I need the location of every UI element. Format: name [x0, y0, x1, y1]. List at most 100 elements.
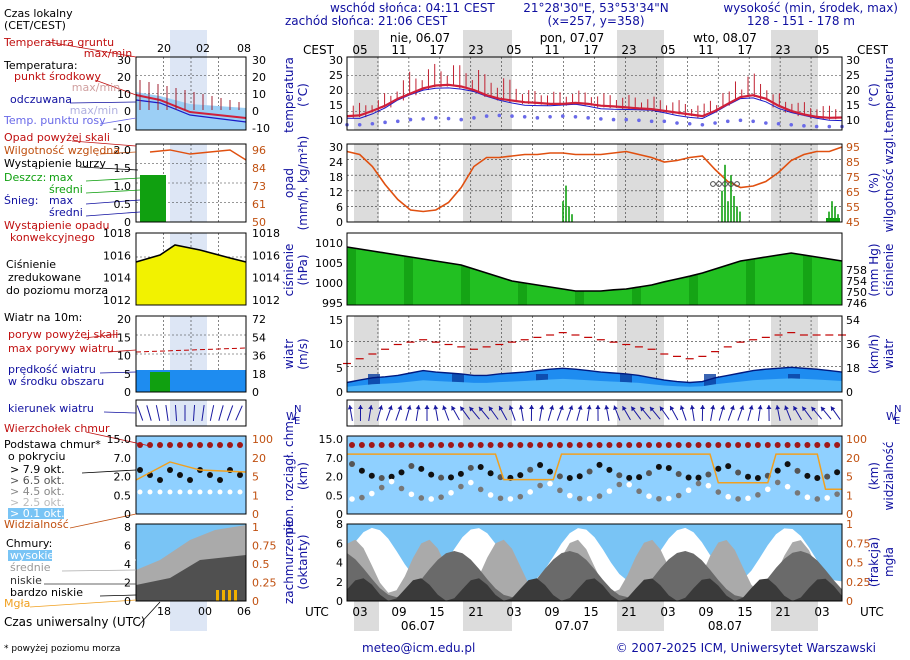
compass-letter: W — [886, 410, 897, 423]
dew-point-dot — [802, 124, 806, 128]
wind-arrow-head — [720, 405, 726, 410]
legend-text: w środku obszaru — [8, 375, 104, 388]
legend-text: Czas uniwersalny (UTC) — [4, 615, 145, 629]
tick-label: 750 — [846, 286, 867, 299]
tick-label: 0 — [252, 105, 259, 118]
tick-label: 0 — [846, 508, 853, 521]
cloud-base-dot — [586, 495, 593, 502]
cloud-base-dot — [547, 480, 553, 487]
wind-arrow-head — [478, 406, 484, 412]
cloud-top-dot — [735, 442, 742, 448]
legend-leader-line — [81, 469, 137, 474]
wind-arrow — [700, 404, 706, 422]
tick-label: 20 — [846, 84, 860, 97]
dew-point-dot — [484, 114, 489, 118]
cloud-base-dot — [626, 474, 633, 481]
cloud-base-dot — [666, 495, 672, 502]
cloud-base-dot — [695, 474, 702, 481]
cloud-base-dot — [457, 470, 464, 477]
legend-leader-line — [85, 177, 141, 182]
utc-hour: 15 — [429, 605, 444, 619]
dew-point-dot — [789, 122, 794, 127]
wind-arrow-head — [784, 405, 789, 411]
night-band-bottom — [771, 601, 818, 631]
night-band — [617, 144, 664, 222]
dew-point-dot — [738, 118, 743, 123]
cloud-base-dot — [369, 490, 375, 497]
cloud-top-dot — [784, 442, 791, 448]
wind-arrow — [604, 405, 610, 421]
tick-label: 55 — [846, 201, 860, 214]
legend-hour: 18 — [157, 605, 171, 618]
wind-arrow-head — [700, 405, 706, 410]
cloud-base-dot — [784, 483, 791, 490]
legend-text: Czas lokalny — [4, 7, 73, 20]
wind-arrow — [669, 405, 679, 421]
legend-cloud-base-dot — [187, 477, 193, 483]
tick-label: 758 — [846, 264, 867, 277]
tick-label: 0.5 — [326, 489, 344, 502]
cloud-top-dot — [428, 442, 435, 448]
legend-text: Wilgotność względna — [4, 144, 120, 157]
legend-text: punkt środkowy — [14, 70, 102, 83]
utc-label: UTC — [305, 605, 329, 619]
cloud-base-dot — [557, 487, 563, 494]
cloud-top-dot — [626, 442, 633, 448]
cloud-base-dot — [398, 485, 405, 492]
tick-label: 0 — [252, 595, 259, 608]
tick-label: 95 — [846, 141, 860, 154]
cloud-top-dot — [576, 442, 583, 448]
footer-email: meteo@icm.edu.pl — [362, 641, 475, 655]
cloud-top-dot — [378, 442, 385, 448]
cloud-top-dot — [616, 442, 623, 448]
tick-label: 36 — [252, 350, 266, 363]
tick-label: 30 — [329, 54, 343, 67]
tick-label: -10 — [113, 122, 131, 135]
cest-hour: 05 — [660, 43, 675, 57]
legend-hour: 02 — [196, 42, 210, 55]
wind-arrow-head — [613, 405, 618, 411]
panel-frame — [346, 232, 843, 306]
night-band-bottom — [617, 601, 664, 631]
legend-cloud-top-dot — [227, 442, 233, 448]
legend-text: Wystąpienie opadu — [4, 219, 109, 232]
sunset-text: zachód słońca: 21:06 CEST — [285, 14, 448, 28]
tick-label: 0 — [252, 386, 259, 399]
cloud-top-dot — [467, 442, 474, 448]
tick-label: 0 — [124, 216, 131, 229]
legend-leader-line — [99, 117, 137, 125]
cloud-base-dot — [349, 496, 355, 502]
wind-arrow-head — [529, 405, 535, 410]
legend-cloud-top-dot — [197, 442, 203, 448]
legend-cloud-top-dot — [207, 442, 213, 448]
cloud-base-dot — [477, 486, 484, 493]
legend-panel-frame — [135, 143, 247, 223]
legend-cover-low — [136, 555, 246, 601]
compass-letter: W — [286, 410, 297, 423]
storm-marker — [722, 181, 728, 187]
cloud-top-dot — [606, 442, 613, 448]
wind-arrow-head — [775, 405, 781, 410]
wind-arrow-head — [518, 405, 524, 410]
dew-point-dot — [357, 122, 362, 127]
axis-label: (mm Hg) — [867, 243, 881, 296]
wind-arrow — [385, 405, 393, 421]
wind-arrow — [451, 405, 460, 421]
wind-arrow-head — [748, 405, 754, 410]
cloud-top-dot — [794, 442, 801, 448]
wind-arrow-head — [811, 406, 816, 412]
wind-arrow-head — [689, 405, 695, 410]
legend-leader-line — [71, 140, 137, 147]
legend-wind-arrow — [174, 404, 178, 422]
wind-arrow-head — [539, 405, 545, 410]
tick-label: 84 — [252, 162, 266, 175]
tick-label: 1012 — [103, 294, 131, 307]
tick-label: 8 — [336, 518, 343, 531]
legend-arrow-shaft — [146, 405, 152, 421]
legend-rain — [140, 175, 166, 222]
cloud-base-dot — [774, 479, 781, 486]
wind-arrow-head — [793, 406, 798, 411]
cest-hour: 11 — [698, 43, 713, 57]
cloud-base-dot — [517, 472, 524, 479]
wind-arrow — [539, 405, 545, 421]
